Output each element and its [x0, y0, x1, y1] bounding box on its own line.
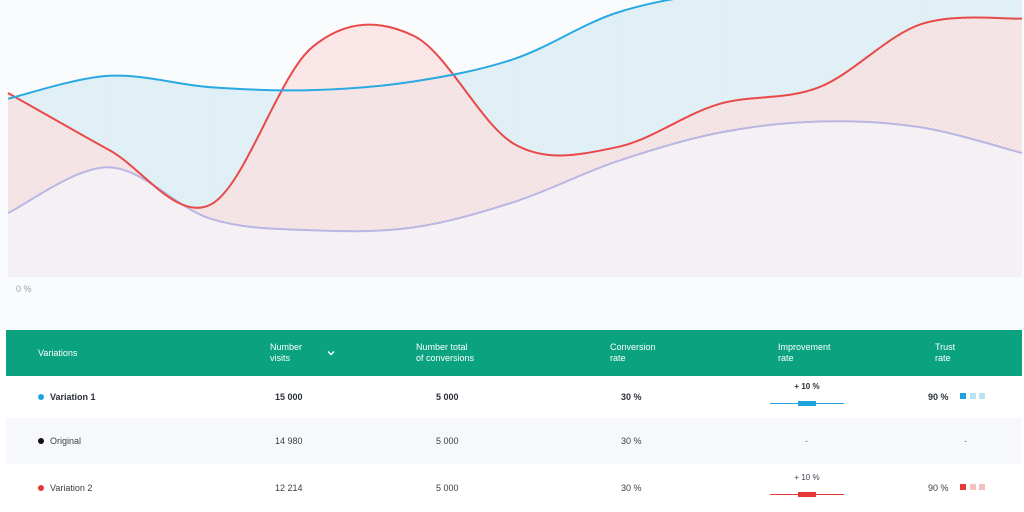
improvement-value: + 10 %: [794, 382, 820, 391]
table-row-original[interactable]: Original 14 980 5 000 30 % - -: [6, 418, 1022, 464]
header-improvement-line2: rate: [778, 353, 794, 363]
header-trust-rate: Trust rate: [935, 342, 955, 364]
trust-square-light: [970, 484, 976, 490]
header-visits-line1: Number: [270, 342, 303, 352]
trust-square-filled: [960, 393, 966, 399]
row-improvement: -: [805, 436, 808, 446]
row-conversion-rate: 30 %: [621, 436, 642, 446]
header-conversion-rate: Conversion rate: [610, 342, 656, 364]
trust-indicator: 90 %: [928, 483, 998, 493]
improvement-value: + 10 %: [794, 473, 820, 482]
variations-table: Variations Number visits Number total of…: [6, 330, 1022, 512]
header-rate-line1: Conversion: [610, 342, 656, 352]
table-row-variation-2[interactable]: Variation 2 12 214 5 000 30 % + 10 % 90 …: [6, 464, 1022, 512]
series-area-original: [8, 121, 1022, 276]
row-conversion-rate: 30 %: [621, 392, 642, 402]
trust-square-filled: [960, 484, 966, 490]
header-variations: Variations: [38, 348, 78, 358]
improvement-indicator: + 10 %: [770, 382, 844, 412]
header-rate-line2: rate: [610, 353, 626, 363]
variation-2-dot: [38, 485, 44, 491]
improvement-range-bar: [798, 401, 816, 406]
row-conversion-rate: 30 %: [621, 483, 642, 493]
trust-value: 90 %: [928, 483, 949, 493]
row-visits: 12 214: [275, 483, 303, 493]
series-line-variation-2: [7, 16, 1023, 209]
row-visits: 14 980: [275, 436, 303, 446]
table-row-variation-1[interactable]: Variation 1 15 000 5 000 30 % + 10 % 90 …: [6, 376, 1022, 418]
series-line-original: [7, 120, 1023, 233]
y-axis-min-label: 0 %: [16, 284, 32, 294]
header-trust-line2: rate: [935, 353, 951, 363]
improvement-indicator: + 10 %: [770, 473, 844, 503]
header-conversions-line1: Number total: [416, 342, 468, 352]
trust-value: 90 %: [928, 392, 949, 402]
header-visits[interactable]: Number visits: [270, 342, 302, 364]
trust-indicator: 90 %: [928, 392, 998, 402]
original-dot: [38, 438, 44, 444]
header-conversions-line2: of conversions: [416, 353, 475, 363]
table-header: Variations Number visits Number total of…: [6, 330, 1022, 376]
row-conversions: 5 000: [436, 436, 459, 446]
trust-square-light: [970, 393, 976, 399]
variation-1-dot: [38, 394, 44, 400]
row-trust: -: [964, 436, 967, 446]
improvement-range-bar: [798, 492, 816, 497]
row-name: Original: [50, 436, 82, 446]
chevron-down-icon[interactable]: [326, 348, 336, 358]
series-line-variation-1: [7, 0, 674, 100]
row-conversions: 5 000: [436, 392, 459, 402]
row-name: Variation 2: [50, 483, 93, 493]
header-improvement-line1: Improvement: [778, 342, 831, 352]
chart-area: [7, 0, 1023, 277]
row-name: Variation 1: [50, 392, 96, 402]
header-improvement-rate: Improvement rate: [778, 342, 831, 364]
conversion-chart: 0 %: [7, 0, 1023, 294]
trust-square-light: [979, 484, 985, 490]
header-visits-line2: visits: [270, 353, 290, 363]
row-conversions: 5 000: [436, 483, 459, 493]
row-visits: 15 000: [275, 392, 303, 402]
trust-square-light: [979, 393, 985, 399]
header-conversions: Number total of conversions: [416, 342, 474, 364]
header-trust-line1: Trust: [935, 342, 956, 352]
